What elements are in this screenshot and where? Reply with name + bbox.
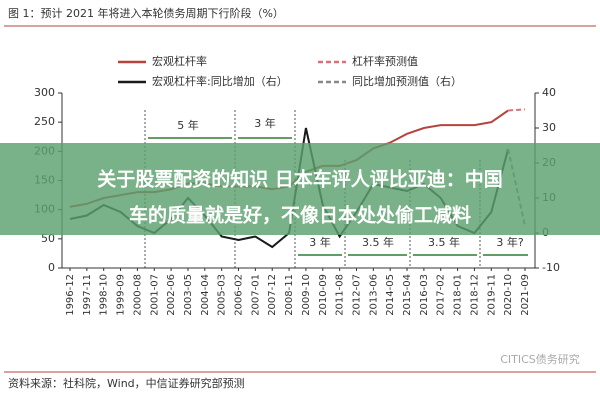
legend-label: 同比增加预测值（右） bbox=[352, 74, 462, 88]
y2-tick-label: 30 bbox=[542, 121, 556, 134]
x-tick-label: 2019-11 bbox=[486, 274, 497, 316]
x-tick-label: 2021-09 bbox=[520, 274, 531, 316]
annotation: 3 年 bbox=[309, 235, 331, 249]
x-tick-label: 2002-06 bbox=[166, 274, 177, 316]
x-tick-label: 2017-02 bbox=[436, 274, 447, 316]
y-tick-label: 50 bbox=[41, 232, 55, 245]
x-tick-label: 2014-05 bbox=[385, 274, 396, 316]
x-tick-label: 2012-07 bbox=[351, 274, 362, 316]
annotation: 3 年 bbox=[254, 116, 276, 130]
x-tick-label: 2016-03 bbox=[419, 274, 430, 316]
x-tick-label: 2006-02 bbox=[234, 274, 245, 316]
y-tick-label: 250 bbox=[34, 115, 55, 128]
x-tick-label: 2008-11 bbox=[284, 274, 295, 316]
legend-label: 宏观杠杆率 bbox=[152, 54, 207, 68]
source: 资料来源：社科院，Wind，中信证券研究部预测 bbox=[8, 376, 245, 390]
x-tick-label: 2018-12 bbox=[469, 274, 480, 316]
x-tick-label: 2004-04 bbox=[200, 274, 211, 316]
banner-band bbox=[0, 143, 600, 235]
y2-tick-label: 40 bbox=[542, 86, 556, 99]
x-tick-label: 1996-12 bbox=[65, 274, 76, 316]
x-tick-label: 2000-08 bbox=[132, 274, 143, 316]
x-tick-label: 1998-10 bbox=[99, 274, 110, 316]
x-tick-label: 2001-07 bbox=[149, 274, 160, 316]
chart-title: 图 1：预计 2021 年将进入本轮债务周期下行阶段（%） bbox=[8, 6, 284, 20]
legend-label: 宏观杠杆率:同比增加（右） bbox=[152, 74, 288, 88]
x-tick-label: 2011-08 bbox=[335, 274, 346, 316]
x-tick-label: 1997-11 bbox=[82, 274, 93, 316]
banner-text: 车的质量就是好，不像日本处处偷工减料 bbox=[129, 204, 471, 227]
y-tick-label: 300 bbox=[34, 86, 55, 99]
series-line bbox=[508, 108, 526, 112]
annotation: 5 年 bbox=[177, 118, 199, 132]
annotation: 3 年? bbox=[496, 235, 523, 249]
y2-tick-label: -10 bbox=[542, 261, 560, 274]
x-tick-label: 2010-09 bbox=[318, 274, 329, 316]
x-tick-label: 1999-09 bbox=[116, 274, 127, 316]
period-arrows bbox=[148, 137, 528, 256]
annotation: 3.5 年 bbox=[428, 235, 460, 249]
x-tick-label: 2015-04 bbox=[402, 274, 413, 316]
x-tick-label: 2007-01 bbox=[250, 274, 261, 316]
x-tick-label: 2005-03 bbox=[217, 274, 228, 316]
x-tick-label: 2013-06 bbox=[368, 274, 379, 316]
legend-label: 杠杆率预测值 bbox=[352, 54, 418, 68]
x-tick-label: 2018-01 bbox=[453, 274, 464, 316]
banner-text: 关于股票配资的知识 日本车评人评比亚迪：中国 bbox=[97, 168, 503, 191]
x-tick-label: 2009-10 bbox=[301, 274, 312, 316]
y-tick-label: 0 bbox=[48, 261, 55, 274]
annotation: 3.5 年 bbox=[362, 235, 394, 249]
x-tick-label: 2003-05 bbox=[183, 274, 194, 316]
x-tick-label: 2007-12 bbox=[267, 274, 278, 316]
watermark: CITICS债务研究 bbox=[500, 352, 580, 366]
x-tick-label: 2020-10 bbox=[503, 274, 514, 316]
